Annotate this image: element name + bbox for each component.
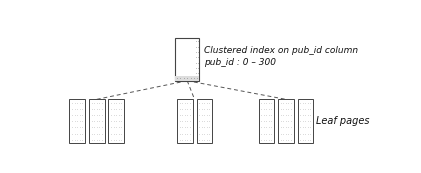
Bar — [175, 38, 200, 81]
Bar — [298, 99, 313, 143]
Bar — [258, 99, 274, 143]
Bar — [197, 99, 212, 143]
Bar — [89, 99, 104, 143]
Bar — [278, 99, 294, 143]
Text: pub_id : 0 – 300: pub_id : 0 – 300 — [204, 58, 276, 67]
Text: Clustered index on pub_id column: Clustered index on pub_id column — [204, 45, 358, 54]
Bar — [175, 76, 200, 81]
Bar — [69, 99, 85, 143]
Bar — [177, 99, 192, 143]
Bar — [109, 99, 124, 143]
Text: Leaf pages: Leaf pages — [316, 116, 370, 126]
